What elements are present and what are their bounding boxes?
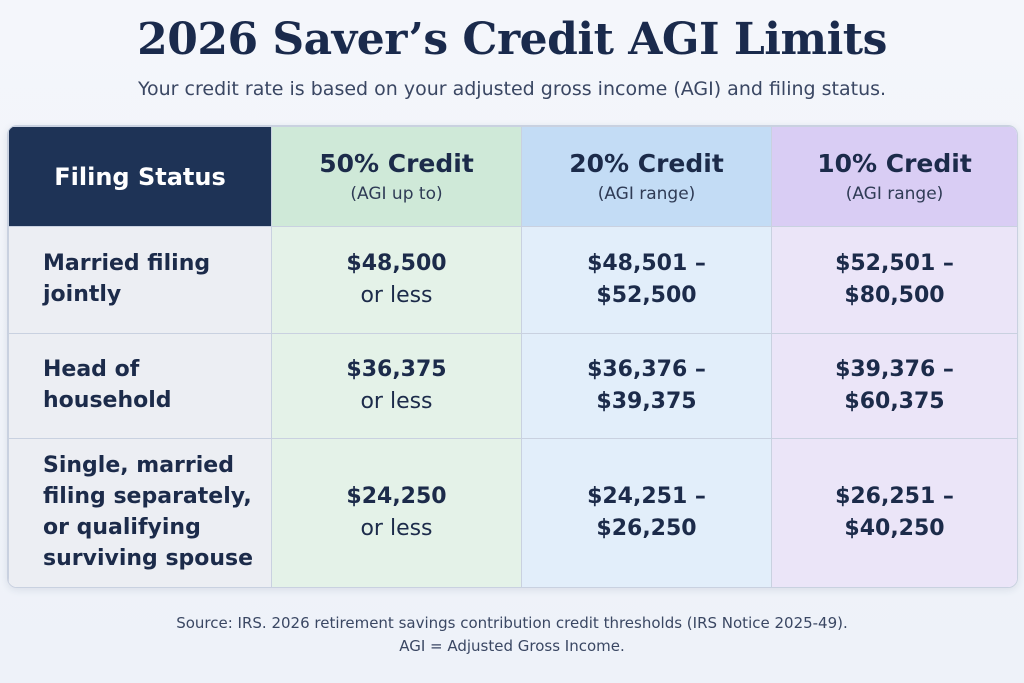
cell-value-suffix: or less bbox=[360, 283, 433, 308]
cell-20-credit: $48,501 – $52,500 bbox=[521, 226, 772, 334]
cell-10-credit: $52,501 – $80,500 bbox=[771, 226, 1017, 334]
header-10-credit: 10% Credit (AGI range) bbox=[771, 126, 1017, 227]
cell-20-credit: $24,251 – $26,250 bbox=[521, 438, 772, 587]
table-header-row: Filing Status 50% Credit (AGI up to) 20%… bbox=[8, 126, 1017, 227]
header-20-credit-label: 20% Credit bbox=[569, 149, 724, 178]
cell-range-start: $48,501 – bbox=[587, 251, 706, 277]
header-50-credit-sub: (AGI up to) bbox=[350, 184, 443, 204]
cell-10-credit: $26,251 – $40,250 bbox=[771, 438, 1017, 587]
row-filing-status: Married filing jointly bbox=[8, 226, 272, 334]
header-20-credit-sub: (AGI range) bbox=[597, 184, 696, 204]
source-footnote: Source: IRS. 2026 retirement savings con… bbox=[0, 612, 1024, 657]
cell-range-end: $26,250 bbox=[596, 516, 697, 541]
header-10-credit-sub: (AGI range) bbox=[845, 184, 944, 204]
cell-50-credit: $48,500 or less bbox=[271, 226, 522, 334]
agi-definition: AGI = Adjusted Gross Income. bbox=[399, 636, 625, 655]
cell-range-end: $39,375 bbox=[596, 389, 697, 414]
header-50-credit-label: 50% Credit bbox=[319, 149, 474, 178]
cell-range-start: $36,376 – bbox=[587, 357, 706, 383]
cell-value: $24,250 bbox=[346, 484, 447, 510]
cell-range-end: $52,500 bbox=[596, 283, 697, 308]
cell-range-start: $24,251 – bbox=[587, 484, 706, 510]
cell-20-credit: $36,376 – $39,375 bbox=[521, 333, 772, 439]
table-row: Married filing jointly $48,500 or less $… bbox=[8, 226, 1017, 334]
credit-limits-table-container: Filing Status 50% Credit (AGI up to) 20%… bbox=[7, 125, 1018, 588]
header-10-credit-label: 10% Credit bbox=[817, 149, 972, 178]
table-row: Head of household $36,375 or less $36,37… bbox=[8, 333, 1017, 439]
cell-value-suffix: or less bbox=[360, 389, 433, 414]
cell-range-end: $80,500 bbox=[844, 283, 945, 308]
cell-50-credit: $24,250 or less bbox=[271, 438, 522, 587]
cell-range-end: $40,250 bbox=[844, 516, 945, 541]
cell-range-end: $60,375 bbox=[844, 389, 945, 414]
header-20-credit: 20% Credit (AGI range) bbox=[521, 126, 772, 227]
cell-10-credit: $39,376 – $60,375 bbox=[771, 333, 1017, 439]
cell-range-start: $52,501 – bbox=[835, 251, 954, 277]
cell-value: $36,375 bbox=[346, 357, 447, 383]
cell-50-credit: $36,375 or less bbox=[271, 333, 522, 439]
table-row: Single, married filing separately, or qu… bbox=[8, 438, 1017, 587]
header-50-credit: 50% Credit (AGI up to) bbox=[271, 126, 522, 227]
source-citation: Source: IRS. 2026 retirement savings con… bbox=[176, 614, 848, 632]
cell-value: $48,500 bbox=[346, 251, 447, 277]
credit-limits-table: Filing Status 50% Credit (AGI up to) 20%… bbox=[8, 126, 1017, 587]
page-subtitle: Your credit rate is based on your adjust… bbox=[137, 78, 887, 100]
cell-range-start: $39,376 – bbox=[835, 357, 954, 383]
page-title: 2026 Saver’s Credit AGI Limits bbox=[137, 14, 887, 65]
cell-value-suffix: or less bbox=[360, 516, 433, 541]
row-filing-status: Single, married filing separately, or qu… bbox=[8, 438, 272, 587]
header-filing-status: Filing Status bbox=[8, 126, 272, 227]
cell-range-start: $26,251 – bbox=[835, 484, 954, 510]
row-filing-status: Head of household bbox=[8, 333, 272, 439]
